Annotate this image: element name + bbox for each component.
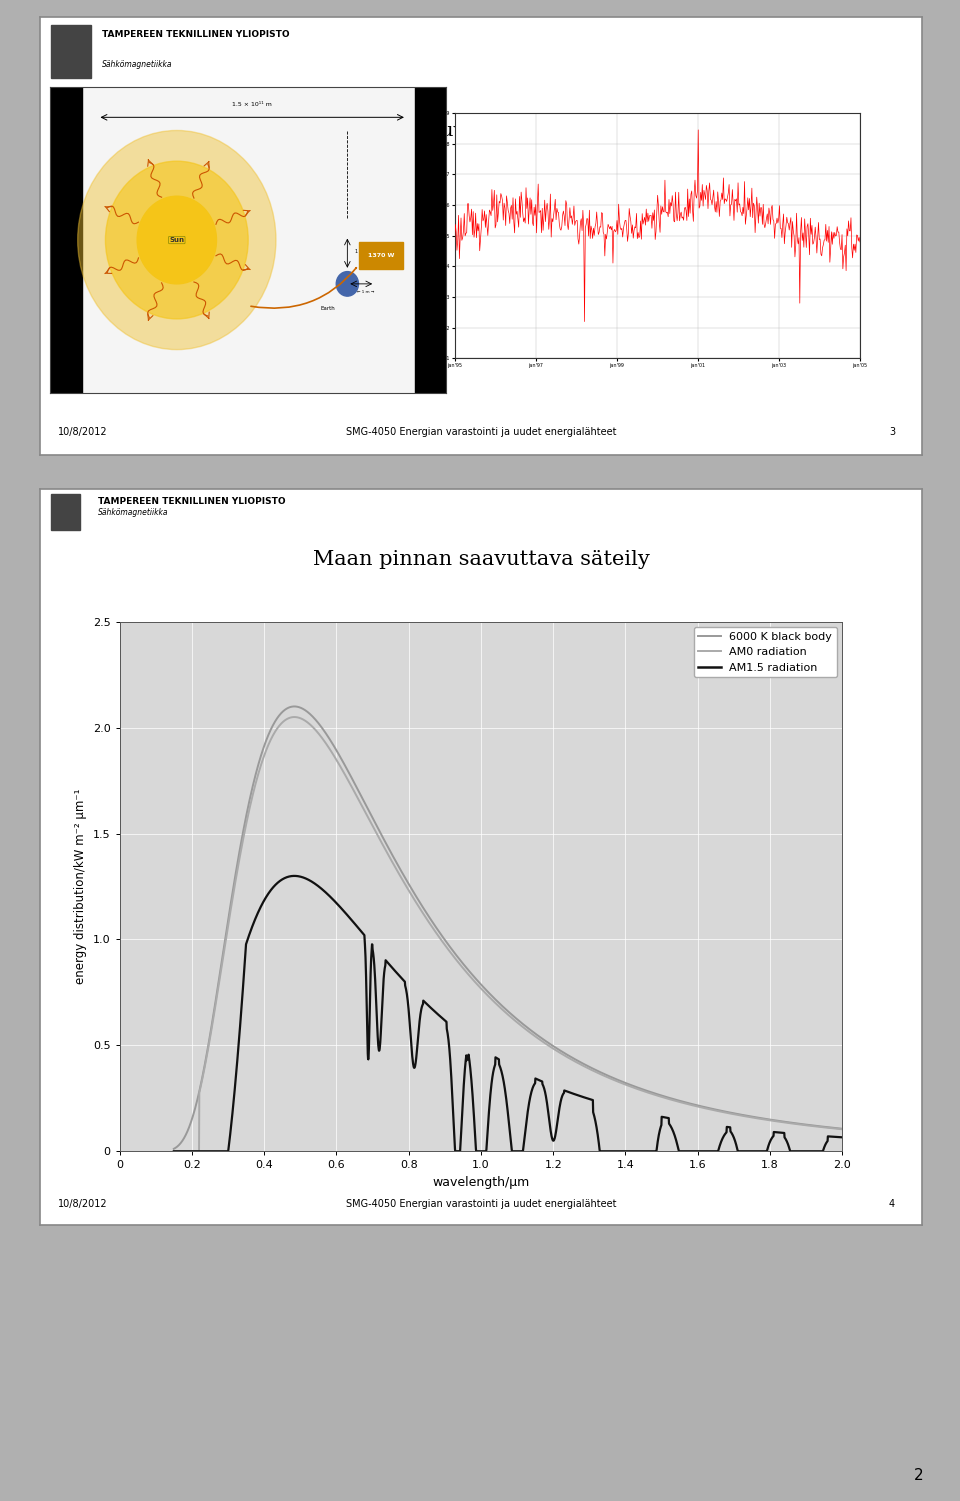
- 6000 K black body: [748, 1108, 759, 1126]
- FancyArrowPatch shape: [251, 267, 356, 308]
- 6000 K black body: [840, 1120, 852, 1138]
- Text: TAMPEREEN TEKNILLINEN YLIOPISTO: TAMPEREEN TEKNILLINEN YLIOPISTO: [102, 30, 290, 39]
- AM0 radiation: [556, 1045, 567, 1063]
- Text: TAMPEREEN TEKNILLINEN YLIOPISTO: TAMPEREEN TEKNILLINEN YLIOPISTO: [98, 497, 285, 506]
- Text: Ilmakehään saapuva säteily: aurinkovakio: Ilmakehään saapuva säteily: aurinkovakio: [274, 122, 688, 140]
- Text: Sun: Sun: [169, 237, 184, 243]
- AM1.5 radiation: [625, 1142, 636, 1160]
- Bar: [415, 87, 446, 393]
- Text: 4: 4: [889, 1199, 895, 1208]
- AM0 radiation: [625, 1078, 636, 1096]
- 6000 K black body: [556, 1042, 567, 1060]
- 6000 K black body: [709, 1100, 721, 1118]
- AM0 radiation: [289, 708, 300, 726]
- Bar: [51, 26, 90, 78]
- Text: SMG-4050 Energian varastointi ja uudet energialähteet: SMG-4050 Energian varastointi ja uudet e…: [346, 428, 616, 437]
- Text: 1 m: 1 m: [355, 249, 365, 254]
- AM0 radiation: [709, 1102, 721, 1120]
- Legend: 6000 K black body, AM0 radiation, AM1.5 radiation: 6000 K black body, AM0 radiation, AM1.5 …: [694, 627, 837, 677]
- AM1.5 radiation: [516, 1142, 528, 1160]
- Bar: [359, 242, 403, 269]
- 6000 K black body: [516, 1015, 528, 1033]
- Y-axis label: Solar Constant (W/m²): Solar Constant (W/m²): [431, 209, 437, 263]
- Y-axis label: energy distribution/kW m⁻² μm⁻¹: energy distribution/kW m⁻² μm⁻¹: [74, 788, 87, 985]
- Text: Maan pinnan saavuttava säteily: Maan pinnan saavuttava säteily: [313, 549, 649, 569]
- Bar: [51, 494, 80, 530]
- Text: Sähkömagnetiikka: Sähkömagnetiikka: [98, 509, 168, 518]
- Circle shape: [106, 161, 249, 318]
- X-axis label: wavelength/μm: wavelength/μm: [432, 1175, 530, 1189]
- AM1.5 radiation: [289, 868, 300, 886]
- Text: 1.5 × 10¹¹ m: 1.5 × 10¹¹ m: [232, 102, 272, 107]
- 6000 K black body: [625, 1076, 636, 1094]
- Text: Sähkömagnetiikka: Sähkömagnetiikka: [102, 60, 173, 69]
- AM0 radiation: [840, 1121, 852, 1139]
- AM0 radiation: [516, 1018, 528, 1036]
- AM1.5 radiation: [556, 1090, 567, 1108]
- Text: 2: 2: [914, 1468, 924, 1483]
- AM1.5 radiation: [840, 1129, 852, 1147]
- 6000 K black body: [404, 877, 416, 895]
- Line: 6000 K black body: 6000 K black body: [174, 707, 846, 1148]
- AM1.5 radiation: [709, 1142, 721, 1160]
- Line: AM1.5 radiation: AM1.5 radiation: [174, 877, 846, 1151]
- AM0 radiation: [404, 884, 416, 902]
- Line: AM0 radiation: AM0 radiation: [174, 717, 846, 1151]
- AM1.5 radiation: [748, 1142, 759, 1160]
- 6000 K black body: [289, 698, 300, 716]
- Text: 10/8/2012: 10/8/2012: [58, 428, 108, 437]
- AM1.5 radiation: [168, 1142, 180, 1160]
- AM0 radiation: [168, 1142, 180, 1160]
- 6000 K black body: [168, 1139, 180, 1157]
- Circle shape: [336, 272, 358, 296]
- Text: SMG-4050 Energian varastointi ja uudet energialähteet: SMG-4050 Energian varastointi ja uudet e…: [346, 1199, 616, 1208]
- Circle shape: [137, 197, 217, 284]
- Bar: [50, 87, 82, 393]
- Text: Earth: Earth: [320, 306, 335, 311]
- Text: 3: 3: [889, 428, 895, 437]
- AM1.5 radiation: [404, 1018, 416, 1036]
- Text: 10/8/2012: 10/8/2012: [58, 1199, 108, 1208]
- Text: ← 1 m →: ← 1 m →: [357, 290, 374, 294]
- Text: 1370 W: 1370 W: [368, 252, 395, 258]
- AM0 radiation: [748, 1109, 759, 1127]
- Circle shape: [78, 131, 276, 350]
